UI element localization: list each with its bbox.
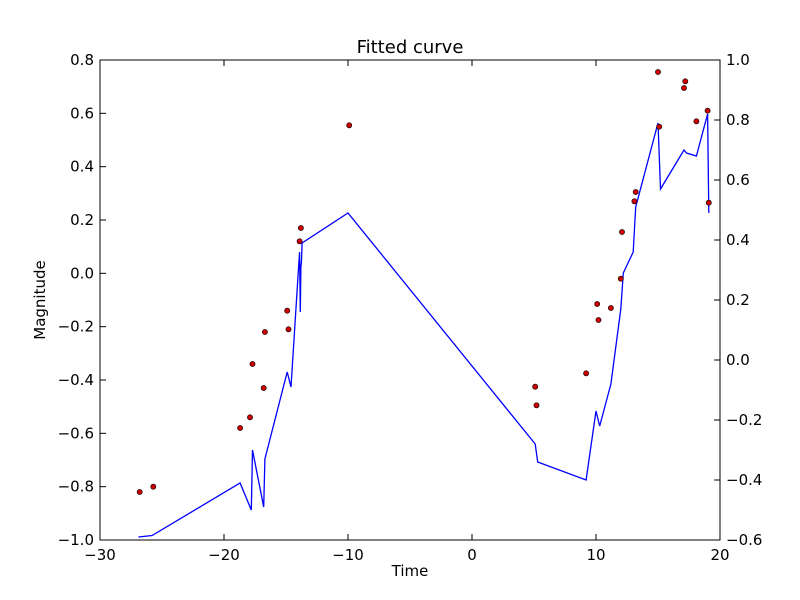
data-point	[681, 85, 687, 91]
x-tick-label: 20	[710, 546, 729, 564]
x-tick-label: −10	[332, 546, 364, 564]
x-tick-label: −20	[208, 546, 240, 564]
data-point	[619, 229, 625, 235]
y-tick-label: −1.0	[58, 531, 94, 549]
y-tick-label: −0.8	[58, 478, 94, 496]
data-point	[594, 301, 601, 307]
y2-tick-label: −0.2	[726, 411, 762, 429]
data-point	[249, 361, 256, 367]
y-tick-label: −0.2	[58, 318, 94, 336]
data-point	[136, 489, 143, 495]
plot-frame	[99, 59, 721, 541]
y2-tick-label: −0.4	[726, 471, 762, 489]
axis-ticks: −30 −20 −10 0 10 20 −1.0 −0.8 −0.6 −0.4 −0.2 0.0 0.2…	[58, 51, 763, 564]
data-point	[682, 78, 689, 85]
y2-tick-label: −0.6	[726, 531, 762, 549]
y2-tick-label: 0.8	[726, 111, 750, 129]
data-point	[704, 107, 711, 114]
y-tick-label: 0.6	[70, 104, 94, 122]
y2-tick-label: 0.0	[726, 351, 750, 369]
y-tick-label: −0.6	[58, 424, 94, 442]
data-point	[247, 414, 253, 421]
y2-tick-label: 0.6	[726, 171, 750, 189]
data-point	[693, 118, 700, 125]
y-axis-label: Magnitude	[31, 260, 49, 339]
x-tick-label: −30	[84, 546, 116, 564]
data-point	[284, 307, 291, 314]
data-point	[655, 69, 661, 75]
y2-tick-label: 0.2	[726, 291, 750, 309]
x-tick-label: 10	[586, 546, 605, 564]
plot-area	[136, 69, 712, 538]
data-point	[260, 385, 267, 391]
data-point	[346, 122, 353, 129]
data-point	[296, 238, 303, 245]
data-point	[261, 329, 268, 335]
y-tick-label: −0.4	[58, 371, 94, 389]
y-tick-label: 0.4	[70, 158, 94, 176]
data-point	[617, 275, 624, 282]
data-point	[237, 425, 243, 431]
data-point	[285, 326, 292, 333]
y-tick-label: 0.0	[70, 264, 94, 282]
data-point	[583, 370, 589, 377]
data-point	[533, 402, 540, 409]
x-axis-label: Time	[391, 562, 429, 580]
fitted-curve-line	[138, 113, 710, 538]
y-tick-label: 0.8	[70, 51, 94, 69]
data-point	[656, 123, 663, 130]
data-point	[608, 305, 614, 311]
x-tick-label: 0	[467, 546, 477, 564]
y2-tick-label: 0.4	[726, 231, 750, 249]
data-point	[705, 199, 712, 206]
y-tick-label: 0.2	[70, 211, 94, 229]
data-point	[150, 483, 157, 490]
data-point	[595, 317, 602, 323]
data-point	[631, 198, 638, 205]
data-point	[632, 189, 639, 195]
chart-title: Fitted curve	[357, 37, 464, 58]
y2-tick-label: 1.0	[726, 51, 750, 69]
data-point	[297, 225, 304, 231]
data-point	[532, 383, 539, 390]
